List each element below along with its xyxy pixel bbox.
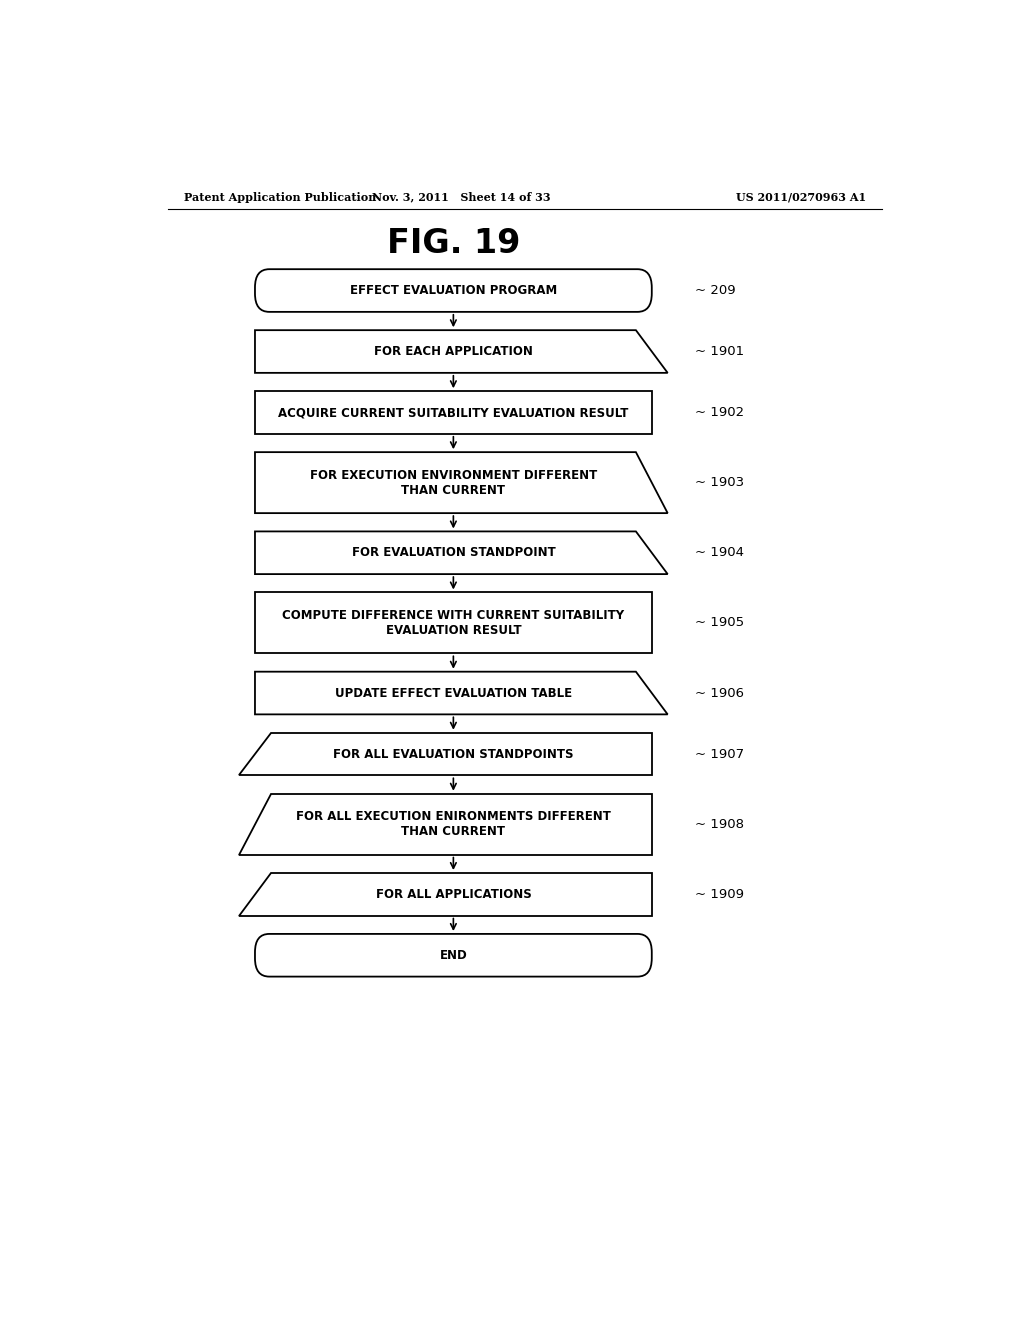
Polygon shape [255,532,668,574]
Text: ~ 1909: ~ 1909 [695,888,744,900]
Polygon shape [255,672,668,714]
Text: ~ 1906: ~ 1906 [695,686,744,700]
Text: FOR ALL EVALUATION STANDPOINTS: FOR ALL EVALUATION STANDPOINTS [333,747,573,760]
Text: ~ 1901: ~ 1901 [695,345,744,358]
Text: FOR EACH APPLICATION: FOR EACH APPLICATION [374,345,532,358]
Text: UPDATE EFFECT EVALUATION TABLE: UPDATE EFFECT EVALUATION TABLE [335,686,572,700]
Text: END: END [439,949,467,962]
Text: ~ 209: ~ 209 [695,284,736,297]
Polygon shape [255,330,668,372]
FancyBboxPatch shape [255,269,651,312]
Text: ~ 1905: ~ 1905 [695,616,744,630]
Text: ~ 1902: ~ 1902 [695,407,744,418]
FancyBboxPatch shape [255,935,651,977]
Text: Nov. 3, 2011   Sheet 14 of 33: Nov. 3, 2011 Sheet 14 of 33 [372,191,551,202]
Text: ~ 1904: ~ 1904 [695,546,744,560]
Text: FIG. 19: FIG. 19 [387,227,520,260]
Text: FOR EVALUATION STANDPOINT: FOR EVALUATION STANDPOINT [351,546,555,560]
Text: ~ 1903: ~ 1903 [695,477,744,490]
Text: FOR ALL APPLICATIONS: FOR ALL APPLICATIONS [376,888,531,900]
Text: ACQUIRE CURRENT SUITABILITY EVALUATION RESULT: ACQUIRE CURRENT SUITABILITY EVALUATION R… [279,407,629,418]
Polygon shape [239,873,651,916]
Polygon shape [239,733,651,775]
Text: FOR ALL EXECUTION ENIRONMENTS DIFFERENT
THAN CURRENT: FOR ALL EXECUTION ENIRONMENTS DIFFERENT … [296,810,610,838]
Text: ~ 1907: ~ 1907 [695,747,744,760]
Text: FOR EXECUTION ENVIRONMENT DIFFERENT
THAN CURRENT: FOR EXECUTION ENVIRONMENT DIFFERENT THAN… [309,469,597,496]
Polygon shape [239,793,651,854]
Bar [255,593,651,653]
Text: COMPUTE DIFFERENCE WITH CURRENT SUITABILITY
EVALUATION RESULT: COMPUTE DIFFERENCE WITH CURRENT SUITABIL… [283,609,625,636]
Text: Patent Application Publication: Patent Application Publication [183,191,376,202]
Text: EFFECT EVALUATION PROGRAM: EFFECT EVALUATION PROGRAM [350,284,557,297]
Polygon shape [255,453,668,513]
Text: ~ 1908: ~ 1908 [695,817,744,830]
Text: US 2011/0270963 A1: US 2011/0270963 A1 [736,191,866,202]
Bar [255,391,651,434]
